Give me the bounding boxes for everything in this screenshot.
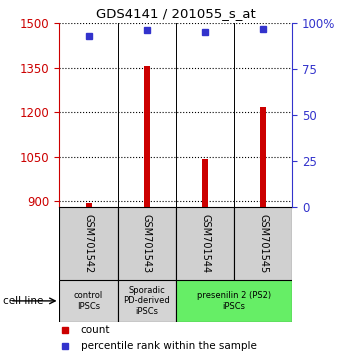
Text: GSM701542: GSM701542 [84, 214, 94, 273]
Bar [234, 207, 292, 280]
Title: GDS4141 / 201055_s_at: GDS4141 / 201055_s_at [96, 7, 256, 21]
Text: presenilin 2 (PS2)
iPSCs: presenilin 2 (PS2) iPSCs [197, 291, 271, 310]
Text: GSM701543: GSM701543 [142, 214, 152, 273]
Bar [176, 207, 234, 280]
Text: count: count [81, 325, 111, 335]
Text: GSM701545: GSM701545 [258, 214, 268, 273]
Text: Sporadic
PD-derived
iPSCs: Sporadic PD-derived iPSCs [123, 286, 170, 316]
Bar [202, 159, 208, 207]
Bar [59, 207, 118, 280]
Bar [59, 280, 118, 322]
Bar [118, 207, 176, 280]
Bar [118, 280, 176, 322]
Text: cell line: cell line [3, 296, 44, 306]
Text: GSM701544: GSM701544 [200, 214, 210, 273]
Bar [86, 202, 91, 207]
Bar [260, 107, 266, 207]
Bar [144, 66, 150, 207]
Text: control
IPSCs: control IPSCs [74, 291, 103, 310]
Text: percentile rank within the sample: percentile rank within the sample [81, 341, 257, 351]
Bar [176, 280, 292, 322]
